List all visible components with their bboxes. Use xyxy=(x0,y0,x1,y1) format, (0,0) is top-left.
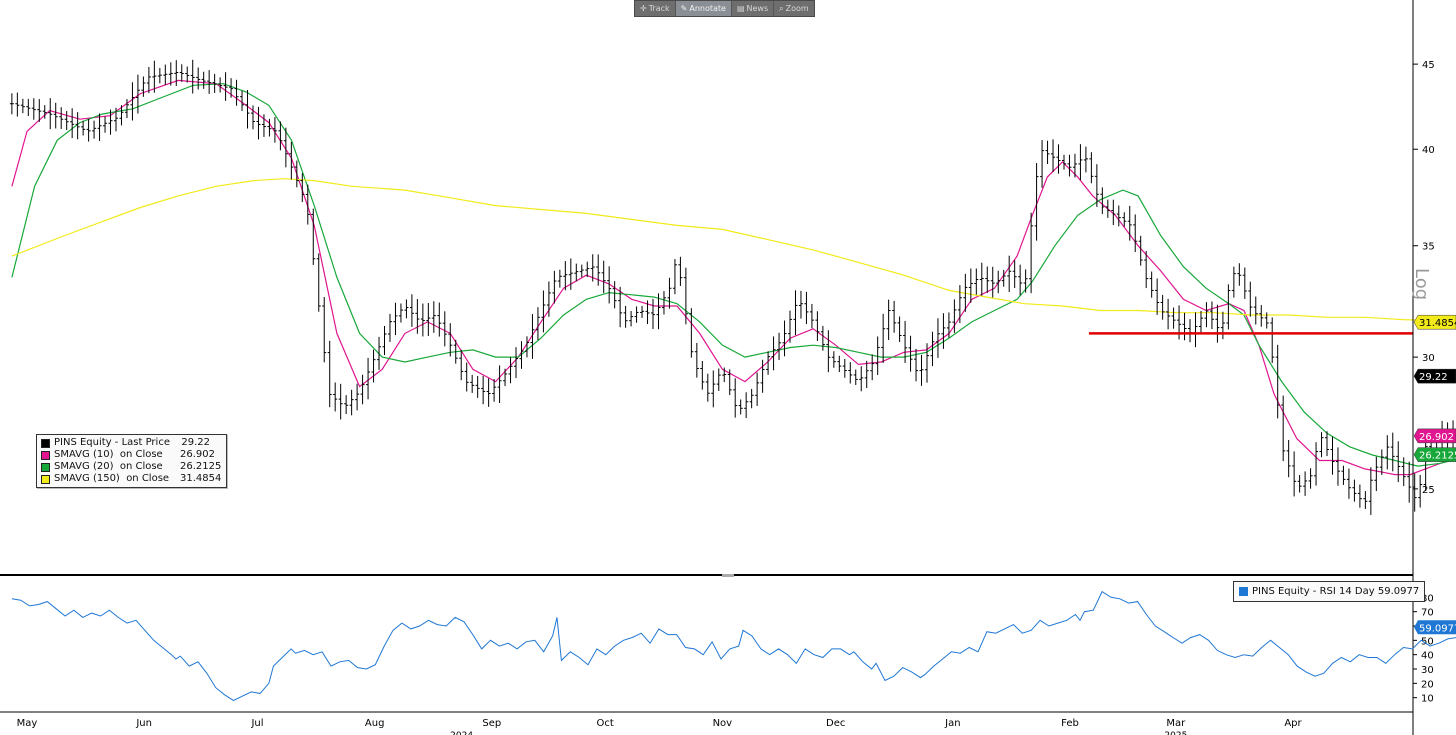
value-tag-label: 26.2125 xyxy=(1419,451,1456,462)
rsi-legend-swatch xyxy=(1239,587,1248,596)
rsi-legend-name: PINS Equity - RSI 14 Day xyxy=(1252,586,1375,597)
legend-swatch xyxy=(41,462,50,472)
rsi-tick-label: 40 xyxy=(1421,651,1434,662)
rsi-tick-label: 80 xyxy=(1421,593,1434,604)
toolbar-label: News xyxy=(746,4,769,13)
legend-series-value: 29.22 xyxy=(181,437,210,448)
legend-row[interactable]: SMAVG (150) on Close 31.4854 xyxy=(41,473,221,485)
rsi-value-label: 59.0977 xyxy=(1419,623,1456,634)
legend-swatch xyxy=(41,450,50,460)
x-month-label: Oct xyxy=(597,718,614,729)
pencil-icon: ✎ xyxy=(680,4,688,13)
x-month-label: May xyxy=(17,718,38,729)
legend-series-name: SMAVG (10) on Close xyxy=(54,449,163,460)
toolbar-news-button[interactable]: ▤ News xyxy=(732,1,775,16)
x-month-label: Dec xyxy=(826,718,845,729)
price-value-tag: 26.902 xyxy=(1413,428,1456,444)
price-legend[interactable]: PINS Equity - Last Price 29.22 SMAVG (10) … xyxy=(36,434,228,488)
rsi-tick-label: 10 xyxy=(1421,694,1434,705)
legend-series-name: SMAVG (150) on Close xyxy=(54,473,170,484)
legend-series-value: 26.2125 xyxy=(180,461,222,472)
rsi-tick-label: 70 xyxy=(1421,608,1434,619)
rsi-value-tag: 59.0977 xyxy=(1414,620,1456,635)
legend-series-value: 26.902 xyxy=(180,449,215,460)
x-month-label: Mar xyxy=(1166,718,1186,729)
toolbar-label: Track xyxy=(648,4,670,13)
chart-toolbar: ✛ Track ✎ Annotate ▤ News ⌕ Zoom xyxy=(634,0,815,17)
toolbar-annotate-button[interactable]: ✎ Annotate xyxy=(675,1,732,16)
legend-row[interactable]: PINS Equity - Last Price 29.22 xyxy=(41,437,221,449)
sma-line-150[interactable] xyxy=(11,178,1456,323)
news-icon: ▤ xyxy=(736,4,745,13)
x-month-label: Jul xyxy=(250,718,263,729)
x-month-label: Apr xyxy=(1284,718,1302,729)
legend-series-name: SMAVG (20) on Close xyxy=(54,461,163,472)
rsi-line[interactable] xyxy=(11,590,1456,702)
toolbar-label: Zoom xyxy=(785,4,809,13)
legend-row[interactable]: SMAVG (10) on Close 26.902 xyxy=(41,449,221,461)
rsi-legend-value: 59.0977 xyxy=(1377,586,1420,597)
legend-row[interactable]: SMAVG (20) on Close 26.2125 xyxy=(41,461,221,473)
value-tag-label: 31.4854 xyxy=(1419,318,1456,329)
toolbar-track-button[interactable]: ✛ Track xyxy=(635,1,676,16)
legend-series-name: PINS Equity - Last Price xyxy=(54,437,170,448)
price-value-tag: 31.4854 xyxy=(1413,314,1456,330)
toolbar-label: Annotate xyxy=(689,4,726,13)
x-month-label: Jun xyxy=(135,718,152,729)
rsi-legend[interactable]: PINS Equity - RSI 14 Day 59.0977 xyxy=(1233,581,1426,602)
x-month-label: Aug xyxy=(365,718,385,729)
magnifier-icon: ⌕ xyxy=(779,4,784,13)
legend-swatch xyxy=(41,438,50,448)
x-year-label: 2024 xyxy=(450,731,473,735)
value-tag-label: 29.22 xyxy=(1419,372,1448,383)
x-month-label: Feb xyxy=(1061,718,1079,729)
rsi-tick-label: 50 xyxy=(1421,636,1434,647)
log-scale-label[interactable]: Log xyxy=(1411,268,1432,301)
y-tick-label: 25 xyxy=(1422,485,1435,496)
value-tag-label: 26.902 xyxy=(1419,432,1454,443)
x-month-label: Jan xyxy=(944,718,960,729)
panel-resize-handle[interactable] xyxy=(722,574,734,577)
y-tick-label: 40 xyxy=(1422,145,1435,156)
price-value-tag: 29.22 xyxy=(1413,368,1456,384)
y-tick-label: 35 xyxy=(1422,242,1435,253)
y-tick-label: 45 xyxy=(1422,60,1435,71)
crosshair-icon: ✛ xyxy=(640,4,647,13)
toolbar-zoom-button[interactable]: ⌕ Zoom xyxy=(774,1,814,16)
sma-line-10[interactable] xyxy=(11,79,1456,476)
legend-swatch xyxy=(41,474,50,484)
x-month-label: Sep xyxy=(482,718,501,729)
price-value-tag: 26.2125 xyxy=(1413,447,1456,462)
rsi-tick-label: 30 xyxy=(1421,665,1434,676)
legend-series-value: 31.4854 xyxy=(180,473,222,484)
x-month-label: Nov xyxy=(713,718,733,729)
y-tick-label: 30 xyxy=(1422,353,1435,364)
rsi-tick-label: 20 xyxy=(1421,679,1434,690)
x-year-label: 2025 xyxy=(1164,731,1187,735)
